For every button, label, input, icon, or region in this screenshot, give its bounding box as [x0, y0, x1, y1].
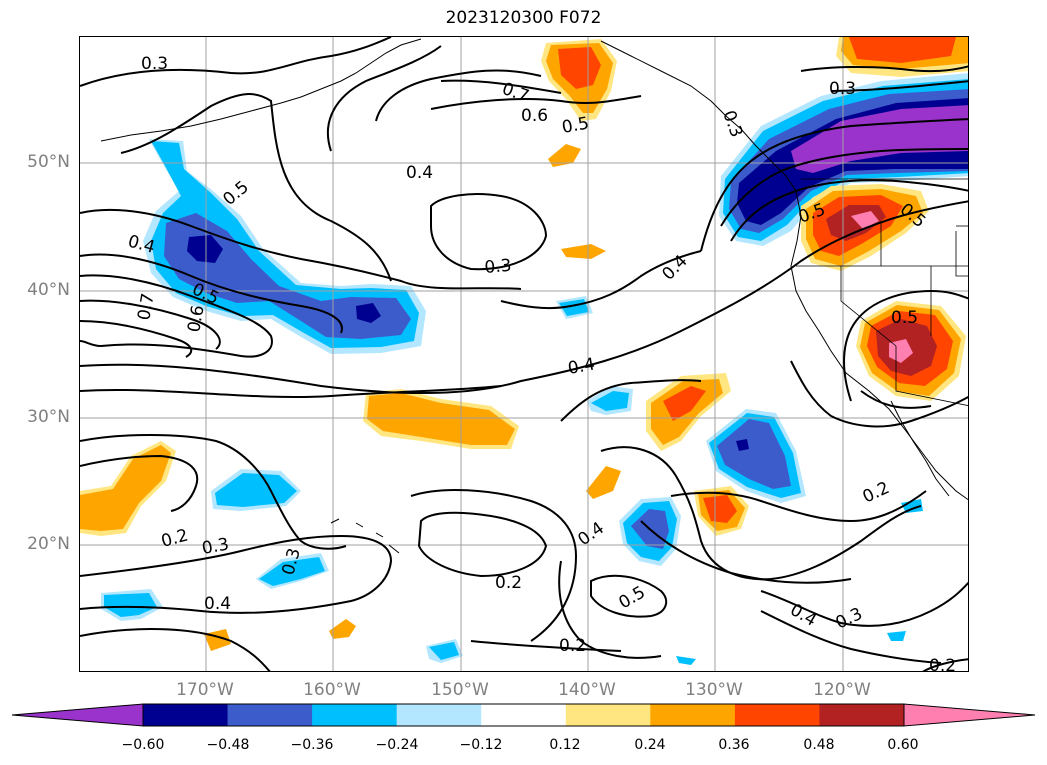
- shade-orange-ctr4: [586, 466, 621, 499]
- contour-label: 0.4: [658, 251, 691, 284]
- lon-label-130w: 130°W: [685, 680, 743, 700]
- shade-pink-pnw: [851, 211, 879, 229]
- contour-label: 0.5: [891, 308, 918, 328]
- map-panel: 0.3 0.7 0.6 0.5 0.3 0.4 0.5 0.4 0.5 0.7 …: [79, 36, 969, 672]
- colorbar-tick: 0.60: [887, 737, 919, 753]
- contour-label: 0.2: [559, 636, 586, 656]
- colorbar-tick: −0.60: [121, 737, 165, 753]
- shade-orange-small2: [561, 244, 606, 259]
- coastline-alaska-panhandle: [600, 40, 797, 192]
- shade-orange-small1: [548, 144, 581, 167]
- shade-blue-ctr10: [429, 642, 459, 660]
- colorbar-segment: [396, 704, 482, 726]
- shade-orange-sw: [80, 445, 171, 531]
- contour-label: 0.5: [560, 114, 590, 138]
- coastline-baja: [890, 400, 950, 497]
- lon-label-160w: 160°W: [303, 680, 361, 700]
- shade-blue-ctr8: [591, 391, 629, 411]
- contour-lines: [80, 37, 968, 671]
- colorbar-tick: −0.48: [206, 737, 250, 753]
- contour-label: 0.4: [566, 355, 596, 379]
- colorbar-tick: 0.36: [718, 737, 750, 753]
- coastline-aleutians: [100, 38, 422, 142]
- colorbar-segment: [227, 704, 313, 726]
- colorbar-segment: [565, 704, 651, 726]
- contour-label: 0.3: [484, 256, 513, 278]
- colorbar-tick: 0.24: [634, 737, 666, 753]
- shade-blue-ctr11: [887, 631, 906, 641]
- lat-label-30n: 30°N: [27, 407, 70, 427]
- shade-navy-west: [187, 235, 223, 263]
- lon-label-120w: 120°W: [813, 680, 871, 700]
- colorbar: [11, 703, 1036, 727]
- shade-nv-ctr-neg: [736, 439, 749, 451]
- contour-label: 0.3: [718, 108, 746, 140]
- colorbar-segment: [143, 704, 229, 726]
- colorbar-segment: [650, 704, 736, 726]
- contour-label: 0.2: [860, 478, 893, 508]
- lon-label-140w: 140°W: [558, 680, 616, 700]
- coastline-hawaii: [330, 518, 400, 554]
- shade-blue-ctr5: [215, 473, 297, 507]
- colorbar-frame: [142, 703, 905, 727]
- state-borders: [796, 178, 968, 407]
- colorbar-tick: 0.12: [549, 737, 581, 753]
- shade-mb-ctr-neg: [717, 419, 791, 489]
- shade-blue-ctr7: [104, 593, 157, 617]
- lon-label-150w: 150°W: [431, 680, 489, 700]
- lat-label-20n: 20°N: [27, 534, 70, 554]
- colorbar-extend-high: [903, 703, 1036, 727]
- contour-label: 0.6: [521, 106, 548, 126]
- colorbar-extend-low: [11, 703, 144, 727]
- contour-label: 0.3: [833, 604, 866, 634]
- contour-label: 0.4: [406, 163, 433, 183]
- shade-red-ctr2: [663, 386, 706, 421]
- contour-label: 0.2: [159, 526, 190, 552]
- shade-blue-ctr13: [901, 499, 923, 513]
- colorbar-segment: [312, 704, 398, 726]
- shade-orange-center: [367, 393, 515, 445]
- contour-label: 0.3: [141, 54, 168, 74]
- shade-medblue-west: [164, 213, 411, 339]
- contour-label: 0.4: [204, 594, 231, 614]
- contour-label: 0.7: [134, 292, 158, 322]
- contour-label: 0.5: [616, 582, 649, 613]
- contour-label: 0.2: [495, 573, 522, 593]
- shade-blue-ctr12: [676, 656, 696, 665]
- contour-label: 0.6: [184, 304, 208, 334]
- contour-label: 0.3: [200, 535, 230, 559]
- colorbar-tick: −0.24: [375, 737, 419, 753]
- shade-blue-ctr6: [259, 557, 325, 586]
- shade-orange-small3: [329, 619, 356, 639]
- shade-redorange-top: [849, 37, 956, 63]
- shade-red-ctr3: [703, 495, 737, 523]
- colorbar-segment: [481, 704, 567, 726]
- graticule: [80, 37, 968, 671]
- map-title: 2023120300 F072: [445, 8, 602, 28]
- lat-label-40n: 40°N: [27, 280, 70, 300]
- contour-label: 0.3: [829, 79, 856, 99]
- shade-red-alaska: [558, 47, 601, 89]
- colorbar-segment: [734, 704, 820, 726]
- colorbar-segment: [819, 704, 905, 726]
- colorbar-tick: −0.36: [290, 737, 334, 753]
- colorbar-tick: −0.12: [459, 737, 503, 753]
- coastline-west-coast: [790, 190, 968, 501]
- contour-label: 0.7: [499, 79, 531, 107]
- lon-label-170w: 170°W: [176, 680, 234, 700]
- lat-label-50n: 50°N: [27, 152, 70, 172]
- shaded-fields: [80, 37, 968, 665]
- map-canvas: 0.3 0.7 0.6 0.5 0.3 0.4 0.5 0.4 0.5 0.7 …: [80, 37, 968, 672]
- colorbar-tick: 0.48: [803, 737, 835, 753]
- shade-navy-west2: [356, 303, 381, 323]
- contour-label: 0.2: [929, 656, 956, 672]
- coastlines: [100, 38, 968, 554]
